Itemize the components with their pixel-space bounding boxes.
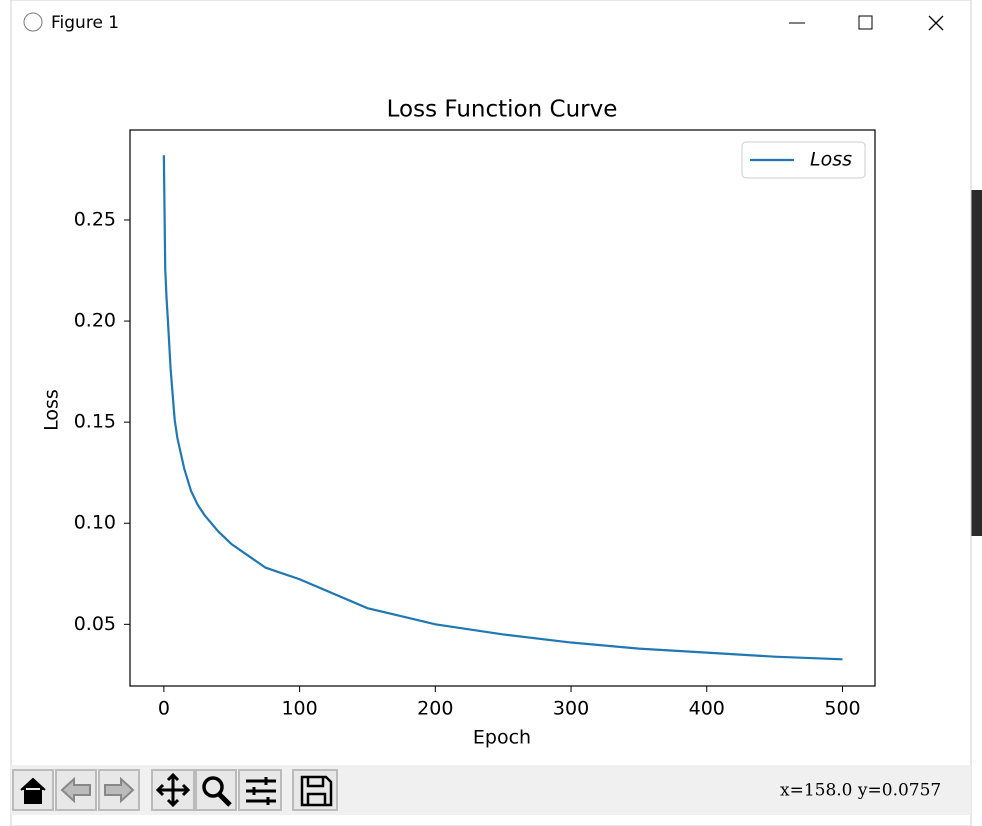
pan-icon — [155, 772, 191, 808]
x-tick-label: 200 — [417, 698, 453, 720]
window-frame — [10, 0, 972, 826]
x-tick-label: 0 — [158, 698, 170, 720]
legend-label: Loss — [810, 149, 852, 171]
window-title: Figure 1 — [51, 13, 119, 33]
x-tick-label: 100 — [281, 698, 317, 720]
app-icon — [23, 12, 43, 32]
y-tick-label: 0.05 — [74, 613, 116, 635]
background-app — [971, 190, 982, 536]
legend-box — [741, 141, 866, 179]
x-tick-label: 400 — [689, 698, 725, 720]
zoom-icon-handle — [217, 792, 232, 807]
home-icon — [20, 777, 46, 804]
y-tick-label: 0.25 — [74, 208, 116, 230]
y-tick-label: 0.15 — [74, 411, 116, 433]
back-icon — [60, 776, 91, 804]
chart-title: Loss Function Curve — [387, 97, 618, 123]
x-tick-label: 500 — [824, 698, 860, 720]
forward-icon — [104, 776, 135, 804]
y-tick-label: 0.10 — [74, 512, 116, 534]
loss-line — [162, 155, 843, 661]
plot: 0 100 200 300 400 500 0.05 0.10 0.15 0.20 0.25 Loss — [74, 141, 866, 720]
configure-icon — [246, 777, 276, 805]
axes-frame — [129, 129, 876, 687]
save-icon — [300, 775, 333, 807]
maximize-button[interactable] — [858, 15, 873, 30]
y-axis-label: Loss — [41, 389, 63, 431]
x-tick-label: 300 — [553, 698, 589, 720]
close-button[interactable] — [928, 15, 944, 31]
zoom-icon — [202, 776, 224, 798]
y-tick-label: 0.20 — [74, 310, 116, 332]
x-axis-label: Epoch — [473, 727, 531, 749]
cursor-coordinates: x=158.0 y=0.0757 — [780, 781, 941, 801]
